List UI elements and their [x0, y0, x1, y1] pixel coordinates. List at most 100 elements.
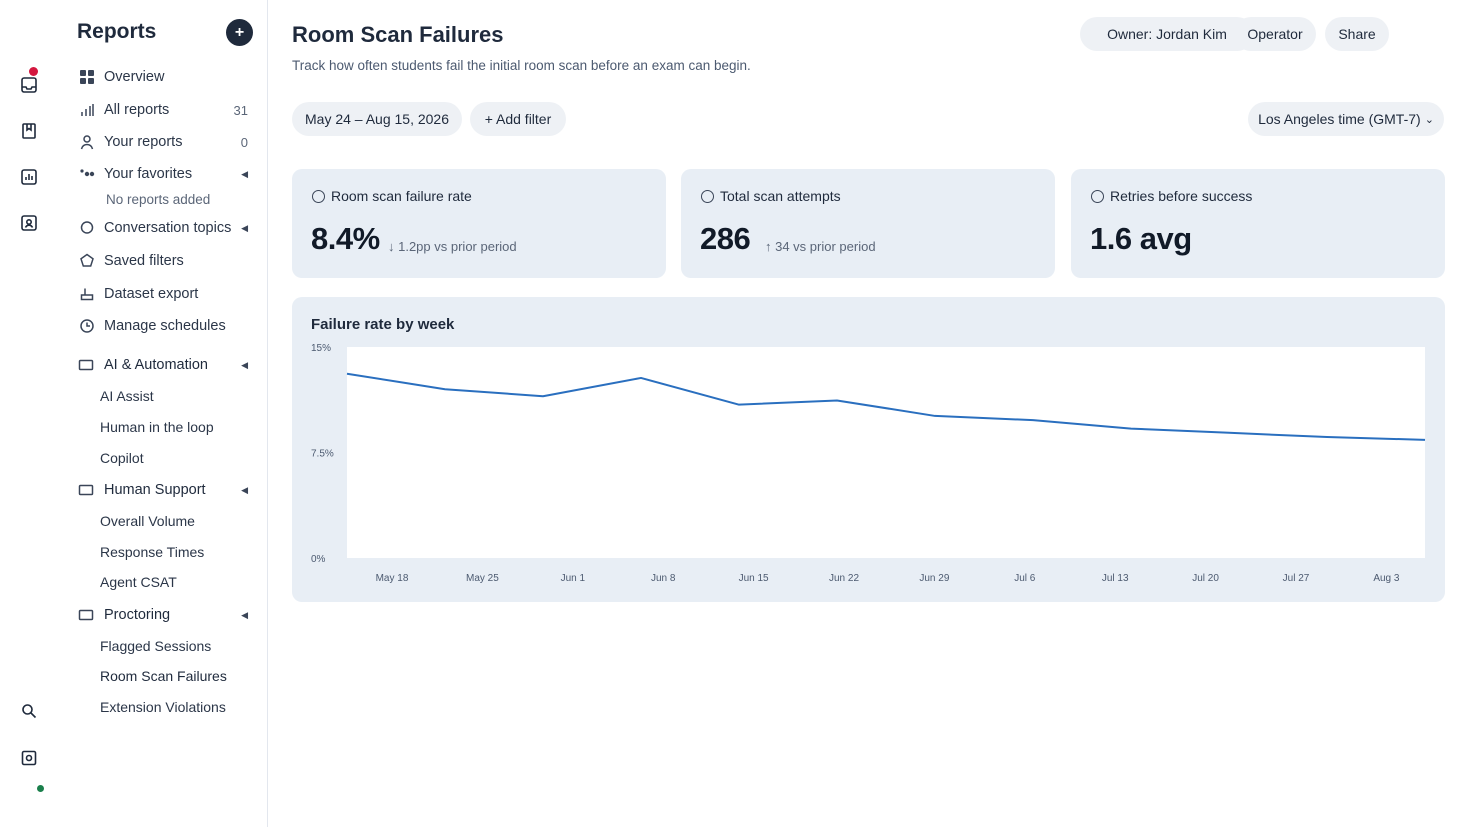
page-title: Room Scan Failures — [292, 22, 504, 47]
share-button[interactable]: Share — [1325, 17, 1389, 51]
collapse-caret-icon[interactable]: ◀ — [241, 168, 248, 179]
sidebar-item-room-scan-failures[interactable]: Room Scan Failures — [100, 668, 227, 684]
x-axis-ticks: May 18 May 25 Jun 1 Jun 8 Jun 15 Jun 22 Jun 29… — [376, 573, 1400, 584]
sidebar-item-dataset-export[interactable]: Dataset export — [78, 282, 248, 306]
y-tick-label: 7.5% — [311, 449, 334, 460]
x-tick-label: Jul 6 — [1014, 573, 1036, 584]
book-icon[interactable] — [19, 121, 39, 141]
radio-circle-icon[interactable] — [1091, 189, 1104, 203]
section-proctoring[interactable]: Proctoring ◀ — [78, 603, 248, 627]
collapse-caret-icon[interactable]: ◀ — [241, 609, 248, 620]
series-group — [346, 372, 1426, 441]
bar-chart-icon — [78, 102, 95, 119]
sidebar-item-label: Your reports — [104, 134, 183, 150]
x-tick-label: Jul 27 — [1283, 573, 1310, 584]
x-tick-label: May 25 — [466, 573, 499, 584]
date-range-picker[interactable]: May 24 – Aug 15, 2026 — [292, 102, 462, 136]
x-tick-label: Jun 22 — [829, 573, 859, 584]
radio-circle-icon[interactable] — [701, 189, 714, 203]
section-human-support[interactable]: Human Support ◀ — [78, 478, 248, 502]
export-icon — [78, 286, 95, 303]
collapse-caret-icon[interactable]: ◀ — [241, 359, 248, 370]
sidebar-item-overview[interactable]: Overview — [78, 65, 248, 89]
sidebar-title: Reports — [77, 20, 157, 43]
role-button[interactable]: Operator — [1234, 17, 1316, 51]
metric-value: 8.4% — [311, 221, 380, 256]
main-content: Room Scan Failures Track how often stude… — [268, 0, 1468, 827]
x-tick-label: Jun 1 — [561, 573, 586, 584]
reports-sidebar: Reports + Overview All reports 31 Your r… — [58, 0, 268, 827]
sidebar-item-manage-schedules[interactable]: Manage schedules — [78, 314, 248, 338]
page-subtitle: Track how often students fail the initia… — [292, 58, 751, 73]
sidebar-item-all-reports[interactable]: All reports 31 — [78, 98, 248, 122]
sidebar-item-flagged-sessions[interactable]: Flagged Sessions — [100, 638, 212, 654]
sidebar-item-label: Manage schedules — [104, 318, 226, 334]
metric-delta: ↑ 34 vs prior period — [765, 239, 876, 254]
x-tick-label: Aug 3 — [1373, 573, 1400, 584]
sidebar-item-label: Dataset export — [104, 286, 199, 302]
radio-circle-icon[interactable] — [312, 189, 325, 203]
notification-dot — [29, 67, 38, 76]
all-reports-count: 31 — [233, 102, 248, 118]
favorites-empty-note: No reports added — [106, 192, 211, 207]
sidebar-item-response-times[interactable]: Response Times — [100, 544, 205, 560]
plot-area — [347, 347, 1425, 558]
sidebar-item-saved-filters[interactable]: Saved filters — [78, 249, 248, 273]
chevron-down-icon: ⌄ — [1424, 113, 1434, 126]
section-label: AI & Automation — [104, 357, 208, 373]
metric-card-retries: Retries before success 1.6 avg — [1071, 169, 1445, 278]
add-report-button[interactable]: + — [226, 19, 253, 46]
reports-icon[interactable] — [19, 167, 39, 187]
sidebar-item-agent-csat[interactable]: Agent CSAT — [100, 574, 177, 590]
y-tick-label: 0% — [311, 554, 326, 565]
folder-icon — [78, 607, 95, 624]
metric-value: 1.6 avg — [1090, 221, 1192, 256]
owner-button[interactable]: Owner: Jordan Kim — [1080, 17, 1254, 51]
chat-bubble-icon — [78, 220, 95, 237]
contacts-icon[interactable] — [19, 213, 39, 233]
metric-card-total-attempts: Total scan attempts 286 ↑ 34 vs prior pe… — [681, 169, 1055, 278]
timezone-value: Los Angeles time (GMT-7) — [1258, 111, 1421, 127]
chart-title: Failure rate by week — [311, 316, 455, 333]
sidebar-item-your-favorites[interactable]: Your favorites ◀ — [78, 162, 248, 186]
metric-value: 286 — [700, 221, 751, 256]
sidebar-item-extension-violations[interactable]: Extension Violations — [100, 699, 226, 715]
section-label: Proctoring — [104, 607, 171, 623]
online-status-dot — [37, 785, 44, 792]
settings-icon[interactable] — [19, 748, 39, 768]
sidebar-item-human-in-the-loop[interactable]: Human in the loop — [100, 419, 214, 435]
metric-label-row: Retries before success — [1091, 188, 1252, 204]
your-reports-count: 0 — [240, 134, 248, 150]
section-ai-automation[interactable]: AI & Automation ◀ — [78, 353, 248, 377]
sidebar-item-label: Overview — [104, 69, 165, 85]
x-tick-label: Jul 13 — [1102, 573, 1129, 584]
sidebar-item-conversation-topics[interactable]: Conversation topics ◀ — [78, 216, 248, 240]
metric-label: Room scan failure rate — [331, 188, 472, 204]
failure-rate-chart-card: Failure rate by week 15% 7.5% 0% May 18 May… — [292, 297, 1445, 602]
icon-rail — [0, 0, 58, 827]
sidebar-item-label: All reports — [104, 102, 170, 118]
collapse-caret-icon[interactable]: ◀ — [241, 222, 248, 233]
sidebar-item-ai-assist[interactable]: AI Assist — [100, 388, 154, 404]
user-icon — [78, 134, 95, 151]
collapse-caret-icon[interactable]: ◀ — [241, 484, 248, 495]
folder-icon — [78, 482, 95, 499]
series-line — [346, 372, 1426, 441]
metric-label-row: Total scan attempts — [701, 188, 841, 204]
sidebar-item-your-reports[interactable]: Your reports 0 — [78, 130, 248, 154]
metric-delta: ↓ 1.2pp vs prior period — [388, 239, 517, 254]
x-tick-label: May 18 — [376, 573, 409, 584]
inbox-icon[interactable] — [19, 75, 39, 95]
x-tick-label: Jul 20 — [1192, 573, 1219, 584]
sidebar-item-label: Conversation topics — [104, 220, 232, 236]
section-label: Human Support — [104, 482, 206, 498]
sidebar-item-copilot[interactable]: Copilot — [100, 450, 144, 466]
add-filter-button[interactable]: + Add filter — [470, 102, 566, 136]
x-tick-label: Jun 8 — [651, 573, 676, 584]
grid-icon — [78, 69, 95, 86]
timezone-select[interactable]: Los Angeles time (GMT-7) ⌄ — [1248, 102, 1444, 136]
y-tick-label: 15% — [311, 343, 331, 354]
sidebar-item-overall-volume[interactable]: Overall Volume — [100, 513, 195, 529]
search-icon[interactable] — [19, 701, 39, 721]
